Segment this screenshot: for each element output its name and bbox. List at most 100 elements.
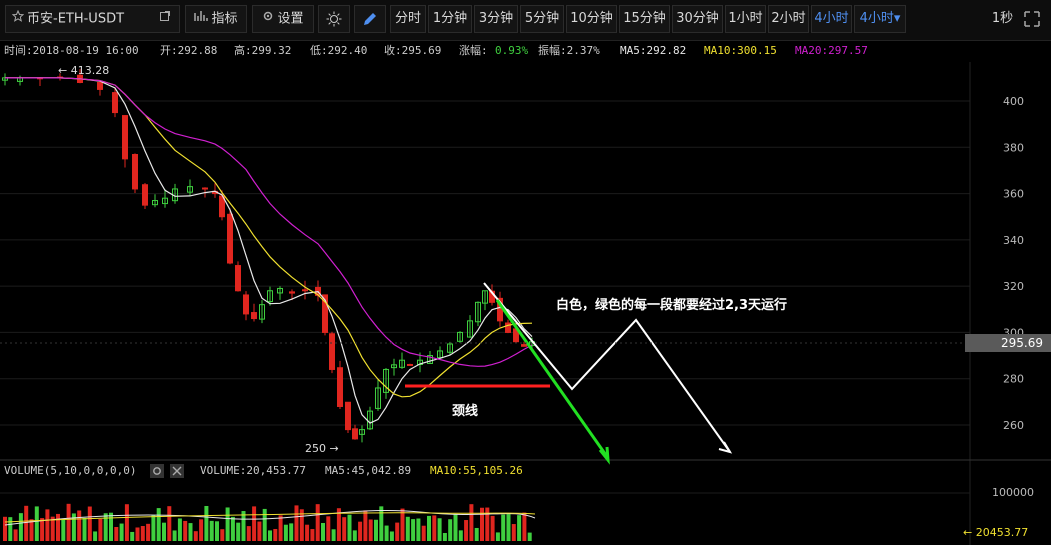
candle-body[interactable]: [399, 359, 405, 368]
candle-body[interactable]: [407, 363, 413, 366]
volume-bar: [427, 515, 431, 541]
candle-body[interactable]: [383, 368, 389, 393]
volume-bar: [336, 508, 341, 541]
period-button-4[interactable]: 10分钟: [566, 5, 617, 33]
pencil-icon: [362, 11, 378, 26]
candle-body[interactable]: [437, 350, 443, 359]
volume-bar: [437, 518, 442, 541]
volume-settings-icon[interactable]: [150, 464, 164, 485]
candle-body[interactable]: [142, 184, 148, 206]
candle-body[interactable]: [162, 197, 168, 205]
period-button-3[interactable]: 5分钟: [520, 5, 564, 33]
volume-bar: [252, 506, 257, 541]
period-button-1[interactable]: 1分钟: [428, 5, 472, 33]
volume-bar: [183, 520, 188, 541]
candle-body[interactable]: [475, 301, 481, 323]
volume-bar: [421, 525, 426, 541]
period-button-10[interactable]: 4小时▾: [854, 5, 906, 33]
candle-body[interactable]: [337, 367, 343, 407]
sun-icon: [326, 11, 342, 26]
volume-bar: [501, 514, 506, 541]
candle-body[interactable]: [427, 355, 433, 364]
star-icon[interactable]: [11, 6, 25, 32]
candle-body[interactable]: [97, 81, 103, 90]
candle-body[interactable]: [132, 154, 138, 190]
candle-body[interactable]: [152, 200, 158, 206]
volume-close-icon[interactable]: [170, 464, 184, 485]
indicator-button[interactable]: 指标: [185, 5, 247, 33]
volume-bar: [172, 530, 177, 541]
volume-bar: [283, 524, 288, 541]
candle-body[interactable]: [112, 92, 118, 114]
candle-body[interactable]: [482, 290, 488, 304]
draw-tool-button[interactable]: [354, 5, 386, 33]
candle-body[interactable]: [375, 387, 381, 409]
candle-body[interactable]: [187, 186, 193, 193]
candle-body[interactable]: [467, 320, 473, 338]
candle-body[interactable]: [259, 304, 265, 320]
period-button-2[interactable]: 3分钟: [474, 5, 518, 33]
volume-bar: [241, 511, 246, 541]
volume-bar: [257, 521, 262, 541]
popout-icon[interactable]: [159, 6, 171, 32]
candle-body[interactable]: [227, 213, 233, 264]
price-axis-label: 260: [1003, 419, 1024, 432]
period-button-7[interactable]: 1小时: [725, 5, 766, 33]
candle-body[interactable]: [457, 331, 463, 342]
info-ma5: MA5:292.82: [620, 44, 687, 57]
volume-bar: [24, 505, 29, 541]
candle-body[interactable]: [302, 289, 308, 292]
volume-bar: [225, 507, 230, 541]
price-axis-label: 320: [1003, 280, 1024, 293]
symbol-selector[interactable]: 币安-ETH-USDT: [5, 5, 180, 33]
volume-bar: [368, 519, 373, 541]
volume-current-value: ← 20453.77: [963, 526, 1029, 539]
candle-body[interactable]: [289, 291, 295, 294]
candle-body[interactable]: [267, 290, 273, 303]
candle-body[interactable]: [322, 294, 328, 333]
volume-bar: [411, 519, 416, 541]
info-time: 时间:2018-08-19 16:00: [4, 44, 139, 57]
candle-body[interactable]: [505, 322, 511, 333]
candle-body[interactable]: [329, 333, 335, 370]
candle-body[interactable]: [391, 364, 397, 369]
theme-toggle-button[interactable]: [318, 5, 350, 33]
period-button-9[interactable]: 4小时: [811, 5, 852, 33]
current-price-tag: 295.69: [965, 334, 1051, 352]
volume-bar: [140, 526, 145, 541]
volume-bar: [374, 519, 378, 541]
volume-bar: [209, 520, 214, 541]
volume-bar: [389, 531, 394, 541]
refresh-interval[interactable]: 1秒: [991, 11, 1014, 26]
candle-body[interactable]: [243, 294, 249, 315]
period-button-5[interactable]: 15分钟: [619, 5, 670, 33]
period-button-0[interactable]: 分时: [390, 5, 426, 33]
period-button-6[interactable]: 30分钟: [672, 5, 723, 33]
volume-bar: [347, 514, 352, 541]
candle-info-bar: 时间:2018-08-19 16:00 开:292.88 高:299.32 低:…: [0, 41, 1051, 61]
volume-bar: [405, 516, 410, 541]
volume-bar: [448, 519, 453, 541]
volume-bar: [294, 505, 299, 541]
candle-body[interactable]: [235, 265, 241, 292]
candle-body[interactable]: [447, 343, 453, 353]
candle-body[interactable]: [251, 312, 257, 320]
volume-bar: [167, 506, 172, 541]
period-button-8[interactable]: 2小时: [768, 5, 809, 33]
candle-body[interactable]: [277, 287, 283, 294]
fullscreen-icon[interactable]: [1022, 9, 1042, 33]
price-axis-label: 340: [1003, 234, 1024, 247]
volume-bar: [442, 532, 447, 541]
candle-body[interactable]: [359, 429, 365, 435]
volume-bar: [268, 530, 272, 541]
candle-body[interactable]: [352, 428, 358, 440]
candle-body[interactable]: [521, 344, 527, 347]
volume-bar: [262, 508, 267, 541]
candle-body[interactable]: [122, 115, 128, 160]
volume-bar: [114, 526, 119, 541]
candle-body[interactable]: [202, 187, 208, 190]
info-amplitude: 振幅:2.37%: [538, 44, 600, 57]
settings-button[interactable]: 设置: [252, 5, 314, 33]
candle-body[interactable]: [345, 401, 351, 431]
